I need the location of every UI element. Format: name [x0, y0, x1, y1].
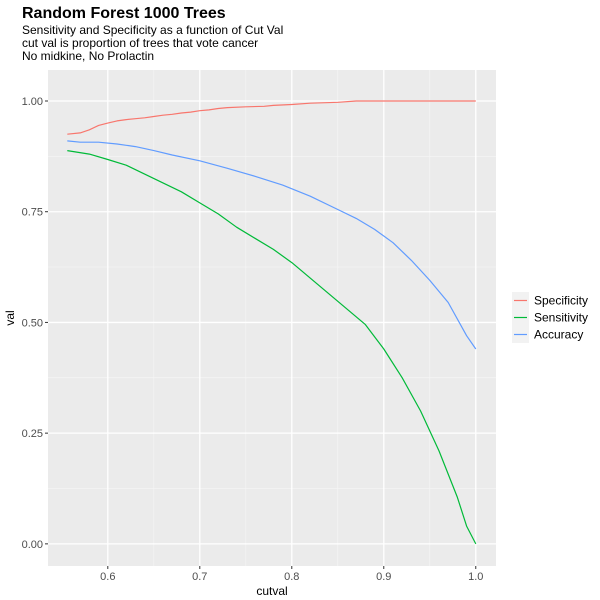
chart-subtitle-line-2: cut val is proportion of trees that vote…	[22, 36, 258, 50]
x-tick-label: 0.7	[192, 571, 207, 583]
series-line-specificity	[67, 100, 476, 135]
legend-label-accuracy: Accuracy	[534, 328, 583, 342]
chart-subtitle-line-3: No midkine, No Prolactin	[22, 49, 154, 63]
series-line-accuracy	[67, 140, 477, 350]
y-axis: 0.00 0.25 0.50 0.75 1.00	[22, 96, 48, 551]
y-axis-title: val	[3, 310, 17, 325]
plot-panel	[48, 70, 496, 566]
y-tick-label: 0.00	[22, 539, 43, 551]
x-axis: 0.6 0.7 0.8 0.9 1.0	[100, 566, 483, 583]
legend-label-sensitivity: Sensitivity	[534, 311, 588, 325]
x-tick-label: 1.0	[468, 571, 483, 583]
grid-major	[48, 70, 496, 566]
series-line-sensitivity	[67, 150, 477, 545]
grid-minor	[48, 70, 496, 566]
y-tick-label: 1.00	[22, 96, 43, 108]
legend-label-specificity: Specificity	[534, 294, 588, 308]
y-tick-label: 0.25	[22, 428, 43, 440]
series-lines	[67, 100, 477, 545]
x-tick-label: 0.8	[284, 571, 299, 583]
x-tick-label: 0.6	[100, 571, 115, 583]
x-axis-title: cutval	[256, 584, 287, 598]
x-tick-label: 0.9	[376, 571, 391, 583]
chart-title: Random Forest 1000 Trees	[22, 5, 226, 22]
chart-subtitle-line-1: Sensitivity and Specificity as a functio…	[22, 23, 283, 37]
legend: Specificity Sensitivity Accuracy	[512, 292, 588, 343]
y-tick-label: 0.50	[22, 317, 43, 329]
y-tick-label: 0.75	[22, 207, 43, 219]
